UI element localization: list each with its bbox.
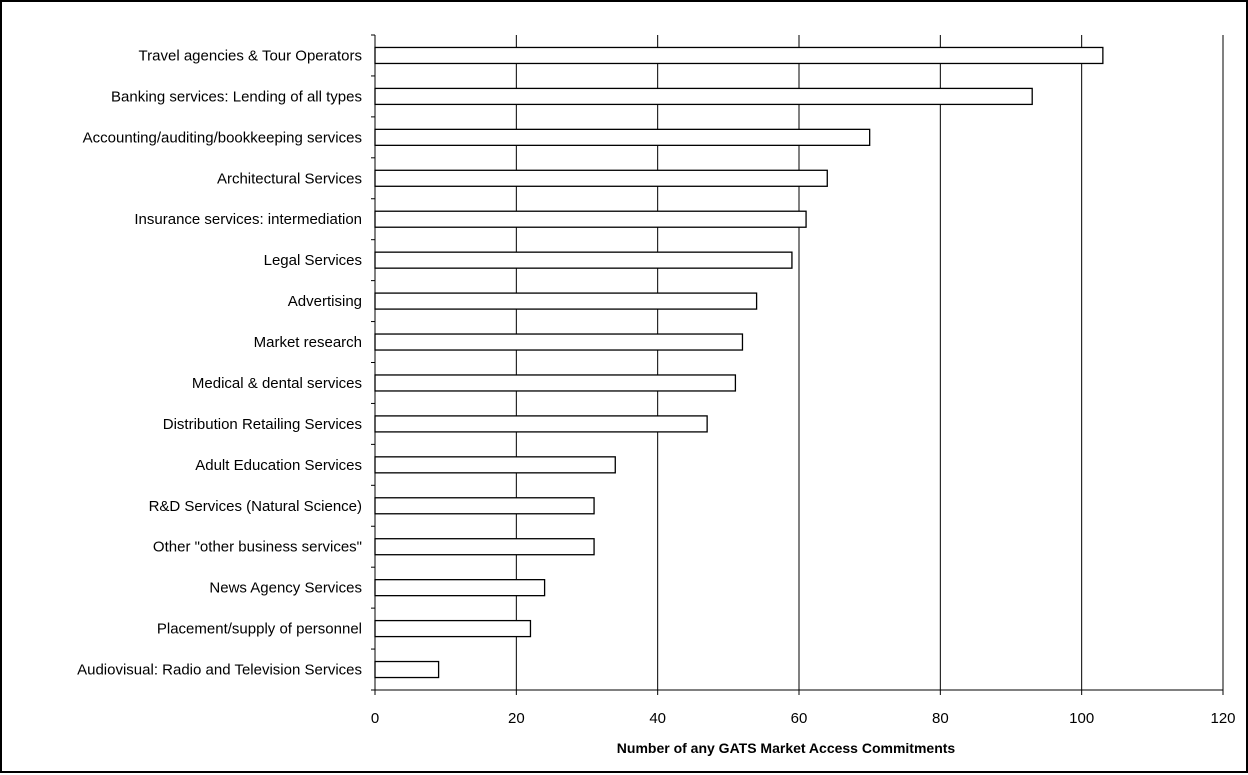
bar xyxy=(374,333,744,351)
bars xyxy=(374,46,1104,679)
category-label: Architectural Services xyxy=(217,170,362,187)
bar xyxy=(374,46,1104,65)
bar xyxy=(374,415,708,433)
category-label: Audiovisual: Radio and Television Servic… xyxy=(77,662,362,679)
bar xyxy=(374,456,616,474)
x-tick-label: 80 xyxy=(932,710,949,727)
bar xyxy=(374,210,807,228)
category-label: Travel agencies & Tour Operators xyxy=(139,47,362,64)
category-label: Accounting/auditing/bookkeeping services xyxy=(83,129,362,146)
category-label: Market research xyxy=(254,334,362,351)
x-tick-label: 0 xyxy=(371,710,379,727)
category-labels: Travel agencies & Tour Operators Banking … xyxy=(77,47,362,678)
bar xyxy=(374,374,737,392)
x-tick-labels: 0 20 40 60 80 100 120 xyxy=(371,34,1236,727)
category-label: Advertising xyxy=(288,293,362,310)
bar xyxy=(374,87,1033,106)
x-axis-title: Number of any GATS Market Access Commitm… xyxy=(617,740,956,756)
x-tick-label: 40 xyxy=(649,710,666,727)
category-label: Legal Services xyxy=(264,252,362,269)
x-tick-label: 60 xyxy=(791,710,808,727)
category-label: Insurance services: intermediation xyxy=(134,211,362,228)
category-label: R&D Services (Natural Science) xyxy=(149,498,362,515)
bar xyxy=(374,619,532,638)
x-tick-label: 100 xyxy=(1069,710,1094,727)
x-tick-label: 120 xyxy=(1210,710,1235,727)
category-label: News Agency Services xyxy=(209,580,362,597)
bar xyxy=(374,497,595,515)
bar xyxy=(374,538,595,556)
category-label: Medical & dental services xyxy=(192,375,362,392)
bar xyxy=(374,128,871,146)
bar xyxy=(374,660,440,679)
category-label: Banking services: Lending of all types xyxy=(111,88,362,105)
bar xyxy=(374,251,793,269)
bar xyxy=(374,169,828,187)
category-label: Distribution Retailing Services xyxy=(163,416,362,433)
category-label: Adult Education Services xyxy=(195,457,362,474)
bar xyxy=(374,579,546,597)
category-label: Other "other business services" xyxy=(153,539,362,556)
bar xyxy=(374,292,758,310)
category-label: Placement/supply of personnel xyxy=(157,621,362,638)
x-tick-label: 20 xyxy=(508,710,525,727)
